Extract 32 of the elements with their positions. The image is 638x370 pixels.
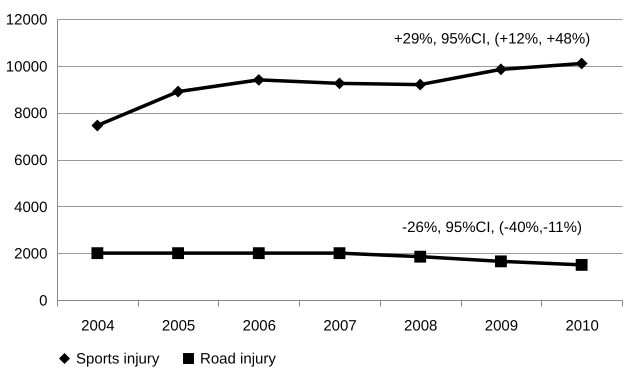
y-tick-label: 6000 — [14, 152, 48, 169]
x-tick-label: 2008 — [404, 318, 438, 334]
point — [172, 247, 184, 260]
x-tick-label: 2006 — [242, 318, 276, 334]
point — [252, 247, 265, 260]
x-tick-label: 2005 — [162, 318, 196, 334]
y-tick-label: 0 — [39, 292, 48, 310]
point — [334, 247, 346, 260]
y-tick-label: 10000 — [6, 58, 48, 76]
point — [334, 77, 346, 90]
point — [252, 74, 265, 86]
annotation: +29%, 95%CI, (+12%, +48%) — [394, 30, 590, 48]
x-tick-label: 2004 — [81, 318, 115, 334]
annotation: -26%, 95%CI, (-40%,-11%) — [402, 218, 582, 236]
point — [91, 247, 104, 260]
y-tick-label: 8000 — [14, 105, 48, 122]
y-tick-label: 4000 — [14, 198, 48, 216]
point — [495, 255, 507, 268]
x-tick-label: 2007 — [323, 318, 357, 334]
x-tick-label: 2010 — [565, 318, 599, 334]
y-tick-label: 12000 — [6, 12, 48, 28]
x-tick-label: 2009 — [484, 318, 518, 334]
point — [414, 250, 426, 263]
point — [495, 63, 507, 76]
point — [576, 258, 588, 271]
point — [576, 58, 588, 70]
legend-label: Road injury — [200, 350, 276, 368]
point — [172, 86, 184, 98]
legend-label: Sports injury — [76, 350, 160, 368]
y-tick-label: 2000 — [14, 246, 48, 263]
point — [414, 78, 426, 90]
point — [91, 120, 104, 132]
